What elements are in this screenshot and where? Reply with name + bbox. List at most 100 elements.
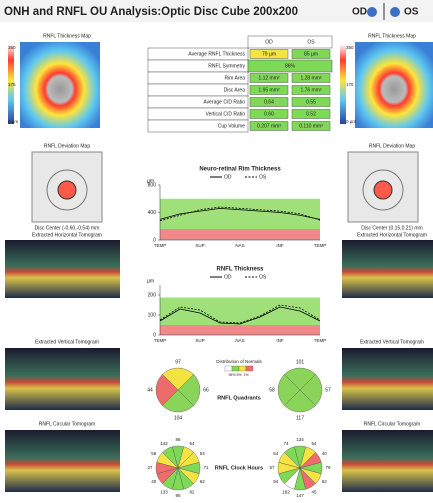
label: 44 <box>147 387 153 393</box>
label: RNFL Deviation Map <box>369 143 415 149</box>
label: 54 <box>200 451 206 456</box>
label: 350 <box>346 45 354 50</box>
label: 142 <box>160 441 168 446</box>
disc <box>373 180 393 200</box>
table-cell <box>249 85 289 95</box>
label: 100 <box>148 312 157 318</box>
label: 175 <box>8 82 16 87</box>
os-label: OS <box>404 7 419 18</box>
table-cell <box>291 121 331 131</box>
label: Extracted Horizontal Tomogram <box>32 232 102 238</box>
label: 1.76 mm² <box>300 87 321 93</box>
abnormal-band <box>160 229 320 240</box>
label: 71 <box>203 465 209 470</box>
label: INF <box>276 243 284 248</box>
abnormal-band <box>160 325 320 335</box>
table-cell <box>147 119 249 133</box>
label: 0.60 <box>264 111 274 117</box>
normal-swatch <box>224 365 233 372</box>
tomogram <box>342 348 433 410</box>
label: Extracted Vertical Tomogram <box>35 339 99 345</box>
label: Disc Area <box>224 87 246 93</box>
label: 800 <box>148 182 157 188</box>
label: 0 <box>153 237 156 243</box>
label: 0 µm <box>346 119 356 124</box>
quadrant <box>155 374 179 406</box>
label: 5% <box>236 373 241 377</box>
label: RNFL Quadrants <box>217 395 261 401</box>
label: RNFL Deviation Map <box>44 143 90 149</box>
label: 350 <box>8 45 16 50</box>
tomogram <box>342 240 433 298</box>
label: 95% <box>228 373 235 377</box>
title: ONH and RNFL OU Analysis:Optic Disc Cube… <box>4 6 298 18</box>
series-line <box>159 306 321 325</box>
label: 0.64 <box>264 99 274 105</box>
label: 54 <box>311 441 317 446</box>
quadrant <box>162 367 194 391</box>
label: RNFL Symmetry <box>208 63 245 69</box>
label: 27 <box>147 465 153 470</box>
label: RNFL Circular Tomogram <box>39 421 95 427</box>
series-line <box>159 304 321 324</box>
label: 94 <box>273 479 279 484</box>
label: µm <box>147 178 154 184</box>
label: 0.55 <box>306 99 316 105</box>
table-cell <box>291 109 331 119</box>
tomogram <box>5 430 120 492</box>
label: 97 <box>175 359 181 365</box>
label: 85 µm <box>304 51 318 57</box>
scale-bar <box>340 44 346 124</box>
label: TEMP <box>154 338 167 343</box>
series-line <box>159 206 321 222</box>
label: 57 <box>269 465 275 470</box>
clock-hour <box>162 446 179 469</box>
label: Extracted Vertical Tomogram <box>360 339 424 345</box>
label: 200 <box>148 292 157 298</box>
label: RNFL Thickness Map <box>43 33 91 39</box>
label: 175 <box>346 82 354 87</box>
od-dot <box>367 7 377 17</box>
label: RNFL Thickness <box>217 267 265 273</box>
label: 66 <box>203 387 209 393</box>
normal-swatch <box>245 365 254 372</box>
label: 0 µm <box>8 119 18 124</box>
od-label: OD <box>352 7 367 18</box>
label: 1% <box>243 373 248 377</box>
label: Rim Area <box>224 75 245 81</box>
images <box>5 42 433 492</box>
label: 82 <box>189 489 195 494</box>
title-bar <box>0 0 433 22</box>
circle <box>46 169 88 211</box>
label: 0 <box>153 332 156 338</box>
label: NAS <box>235 243 244 248</box>
quadrant <box>177 374 201 406</box>
label: INF <box>276 338 284 343</box>
label: 74 <box>283 441 289 446</box>
label: RNFL Circular Tomogram <box>364 421 420 427</box>
label: 1.12 mm² <box>258 75 279 81</box>
table-cell <box>249 121 289 131</box>
thickness-map <box>355 42 433 128</box>
tomogram <box>342 430 433 492</box>
label: OD <box>224 174 232 180</box>
label: 104 <box>174 415 183 421</box>
tomogram <box>5 348 120 410</box>
quadrant <box>277 374 301 406</box>
label: Neuro-retinal Rim Thickness <box>199 167 281 173</box>
label: OD <box>265 39 273 45</box>
label: OD <box>224 274 232 280</box>
label: 57 <box>325 387 331 393</box>
label: SUP <box>195 243 204 248</box>
label: 62 <box>322 479 328 484</box>
thickness-map <box>20 42 100 128</box>
label: Distribution of Normals <box>216 359 262 364</box>
label: 79 <box>325 465 331 470</box>
table-cell <box>291 73 331 83</box>
label: 400 <box>148 210 157 216</box>
label: Disc Center (0.15,0.21) mm <box>361 225 422 231</box>
label: 162 <box>282 489 290 494</box>
table-cell <box>247 59 333 73</box>
normal-swatch <box>231 365 240 372</box>
series-line <box>159 207 321 220</box>
